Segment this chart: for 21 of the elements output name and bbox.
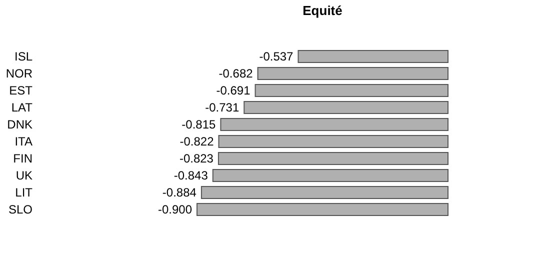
- y-tick-label: UK: [16, 168, 32, 182]
- y-tick-label: ISL: [14, 50, 33, 64]
- data-label: -0.537: [259, 50, 294, 64]
- data-label: -0.843: [174, 168, 208, 182]
- data-label: -0.731: [205, 100, 240, 114]
- data-label: -0.682: [218, 66, 254, 80]
- data-label: -0.823: [179, 152, 214, 166]
- data-label: -0.884: [162, 186, 197, 200]
- y-tick-label: ITA: [14, 134, 32, 148]
- data-label: -0.822: [180, 134, 214, 148]
- y-tick-label: EST: [9, 84, 34, 98]
- y-tick-label: SLO: [8, 202, 32, 216]
- y-tick-label: LAT: [11, 100, 34, 114]
- chart-title: Equité: [302, 3, 342, 18]
- data-label: -0.900: [158, 202, 192, 216]
- data-label: -0.691: [216, 84, 251, 98]
- y-tick-label: DNK: [7, 118, 32, 132]
- y-tick-label: NOR: [6, 66, 33, 80]
- data-label: -0.815: [182, 118, 216, 132]
- y-tick-label: LIT: [15, 186, 34, 200]
- y-tick-label: FIN: [13, 152, 32, 166]
